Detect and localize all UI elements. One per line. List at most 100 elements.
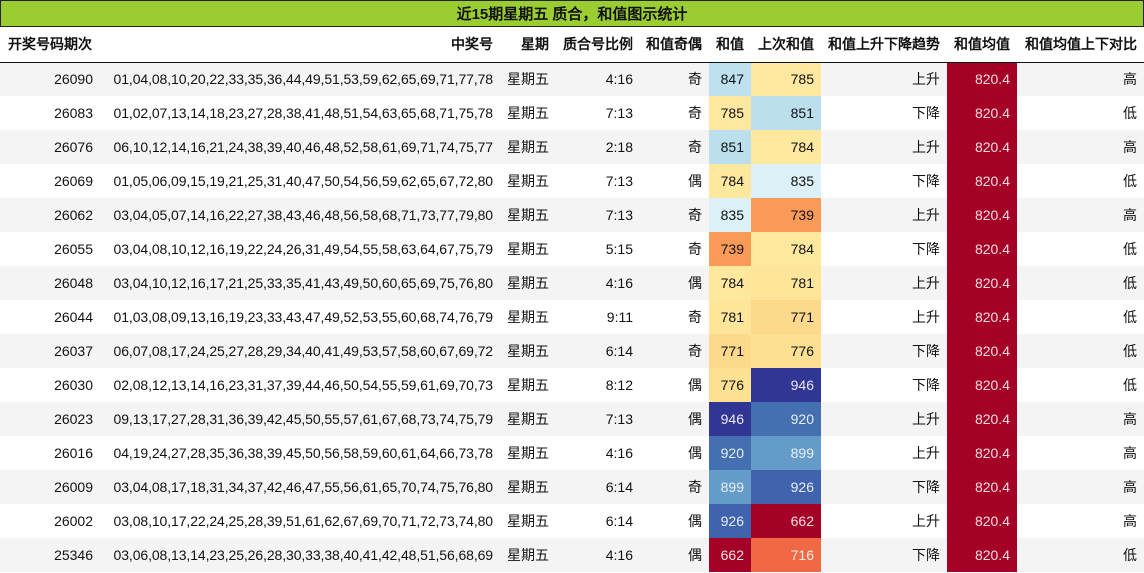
cell-sum-parity: 奇 [640, 470, 709, 504]
cell-weekday: 星期五 [500, 198, 556, 232]
header-vs-mean[interactable]: 和值均值上下对比 [1017, 27, 1144, 63]
cell-sum: 739 [709, 232, 751, 266]
cell-mean: 820.4 [947, 130, 1017, 164]
header-mean[interactable]: 和值均值 [947, 27, 1017, 63]
cell-mean: 820.4 [947, 300, 1017, 334]
cell-sum: 785 [709, 96, 751, 130]
cell-weekday: 星期五 [500, 130, 556, 164]
cell-weekday: 星期五 [500, 470, 556, 504]
cell-vs-mean: 低 [1017, 266, 1144, 300]
cell-weekday: 星期五 [500, 62, 556, 96]
cell-trend: 上升 [821, 198, 947, 232]
cell-trend: 下降 [821, 470, 947, 504]
cell-sum-parity: 奇 [640, 96, 709, 130]
cell-sum-parity: 偶 [640, 164, 709, 198]
cell-weekday: 星期五 [500, 164, 556, 198]
cell-prev-sum: 851 [751, 96, 821, 130]
cell-prev-sum: 784 [751, 130, 821, 164]
cell-numbers: 03,04,08,10,12,16,19,22,24,26,31,49,54,5… [100, 232, 500, 266]
table-row[interactable]: 26076 06,10,12,14,16,21,24,38,39,40,46,48… [0, 130, 1144, 164]
table-row[interactable]: 26083 01,02,07,13,14,18,23,27,28,38,41,48… [0, 96, 1144, 130]
cell-period: 26083 [0, 96, 100, 130]
cell-sum: 781 [709, 300, 751, 334]
cell-trend: 下降 [821, 232, 947, 266]
cell-mean: 820.4 [947, 402, 1017, 436]
table-row[interactable]: 26069 01,05,06,09,15,19,21,25,31,40,47,50… [0, 164, 1144, 198]
cell-mean: 820.4 [947, 538, 1017, 572]
cell-trend: 下降 [821, 164, 947, 198]
cell-vs-mean: 高 [1017, 470, 1144, 504]
table-row[interactable]: 26030 02,08,12,13,14,16,23,31,37,39,44,46… [0, 368, 1144, 402]
cell-prev-sum: 785 [751, 62, 821, 96]
table-row[interactable]: 26002 03,08,10,17,22,24,25,28,39,51,61,62… [0, 504, 1144, 538]
cell-period: 26030 [0, 368, 100, 402]
table-row[interactable]: 26090 01,04,08,10,20,22,33,35,36,44,49,51… [0, 62, 1144, 96]
cell-prime-ratio: 7:13 [556, 402, 640, 436]
cell-period: 26062 [0, 198, 100, 232]
cell-prime-ratio: 8:12 [556, 368, 640, 402]
header-sum[interactable]: 和值 [709, 27, 751, 63]
cell-prime-ratio: 4:16 [556, 62, 640, 96]
table-row[interactable]: 26055 03,04,08,10,12,16,19,22,24,26,31,49… [0, 232, 1144, 266]
cell-numbers: 06,07,08,17,24,25,27,28,29,34,40,41,49,5… [100, 334, 500, 368]
table-row[interactable]: 25346 03,06,08,13,14,23,25,26,28,30,33,38… [0, 538, 1144, 572]
table-title: 近15期星期五 质合，和值图示统计 [0, 0, 1144, 27]
cell-period: 26002 [0, 504, 100, 538]
cell-trend: 上升 [821, 402, 947, 436]
cell-sum: 851 [709, 130, 751, 164]
cell-trend: 下降 [821, 538, 947, 572]
cell-weekday: 星期五 [500, 538, 556, 572]
cell-prime-ratio: 4:16 [556, 538, 640, 572]
cell-weekday: 星期五 [500, 368, 556, 402]
cell-sum-parity: 偶 [640, 538, 709, 572]
cell-numbers: 01,03,08,09,13,16,19,23,33,43,47,49,52,5… [100, 300, 500, 334]
table-row[interactable]: 26037 06,07,08,17,24,25,27,28,29,34,40,41… [0, 334, 1144, 368]
cell-prime-ratio: 4:16 [556, 436, 640, 470]
cell-sum: 771 [709, 334, 751, 368]
cell-weekday: 星期五 [500, 504, 556, 538]
cell-numbers: 01,04,08,10,20,22,33,35,36,44,49,51,53,5… [100, 62, 500, 96]
cell-numbers: 03,04,10,12,16,17,21,25,33,35,41,43,49,5… [100, 266, 500, 300]
table-row[interactable]: 26044 01,03,08,09,13,16,19,23,33,43,47,49… [0, 300, 1144, 334]
header-weekday[interactable]: 星期 [500, 27, 556, 63]
cell-vs-mean: 高 [1017, 436, 1144, 470]
table-row[interactable]: 26062 03,04,05,07,14,16,22,27,38,43,46,48… [0, 198, 1144, 232]
table-row[interactable]: 26009 03,04,08,17,18,31,34,37,42,46,47,55… [0, 470, 1144, 504]
cell-weekday: 星期五 [500, 334, 556, 368]
cell-prime-ratio: 7:13 [556, 96, 640, 130]
cell-mean: 820.4 [947, 164, 1017, 198]
cell-sum-parity: 奇 [640, 232, 709, 266]
cell-numbers: 04,19,24,27,28,35,36,38,39,45,50,56,58,5… [100, 436, 500, 470]
cell-vs-mean: 低 [1017, 164, 1144, 198]
cell-trend: 下降 [821, 96, 947, 130]
cell-trend: 下降 [821, 368, 947, 402]
header-prev-sum[interactable]: 上次和值 [751, 27, 821, 63]
cell-prev-sum: 899 [751, 436, 821, 470]
cell-sum-parity: 偶 [640, 266, 709, 300]
cell-sum: 847 [709, 62, 751, 96]
cell-sum: 920 [709, 436, 751, 470]
table-row[interactable]: 26048 03,04,10,12,16,17,21,25,33,35,41,43… [0, 266, 1144, 300]
cell-vs-mean: 高 [1017, 130, 1144, 164]
cell-vs-mean: 高 [1017, 198, 1144, 232]
cell-sum: 776 [709, 368, 751, 402]
cell-vs-mean: 高 [1017, 62, 1144, 96]
cell-vs-mean: 低 [1017, 300, 1144, 334]
header-row: 开奖号码期次 中奖号 星期 质合号比例 和值奇偶 和值 上次和值 和值上升下降趋… [0, 27, 1144, 63]
cell-vs-mean: 低 [1017, 538, 1144, 572]
header-sum-parity[interactable]: 和值奇偶 [640, 27, 709, 63]
cell-vs-mean: 低 [1017, 334, 1144, 368]
table-row[interactable]: 26023 09,13,17,27,28,31,36,39,42,45,50,55… [0, 402, 1144, 436]
cell-numbers: 09,13,17,27,28,31,36,39,42,45,50,55,57,6… [100, 402, 500, 436]
header-period[interactable]: 开奖号码期次 [0, 27, 100, 63]
header-trend[interactable]: 和值上升下降趋势 [821, 27, 947, 63]
cell-weekday: 星期五 [500, 96, 556, 130]
cell-trend: 上升 [821, 266, 947, 300]
header-numbers[interactable]: 中奖号 [100, 27, 500, 63]
header-prime-ratio[interactable]: 质合号比例 [556, 27, 640, 63]
table-row[interactable]: 26016 04,19,24,27,28,35,36,38,39,45,50,56… [0, 436, 1144, 470]
cell-mean: 820.4 [947, 266, 1017, 300]
cell-prime-ratio: 6:14 [556, 334, 640, 368]
cell-weekday: 星期五 [500, 436, 556, 470]
cell-prev-sum: 739 [751, 198, 821, 232]
